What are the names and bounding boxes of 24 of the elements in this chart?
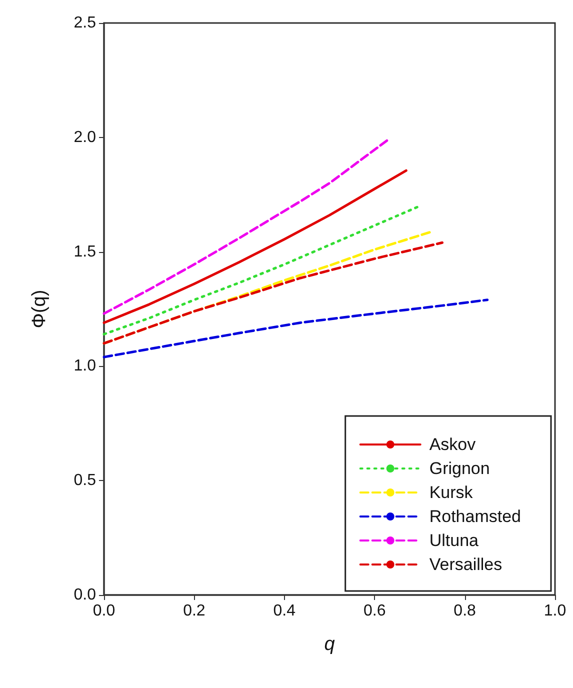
y-tick-label: 0.5 [74, 472, 96, 490]
legend-label: Rothamsted [429, 507, 522, 526]
x-tick-label: 0.0 [92, 602, 116, 620]
legend-label: Ultuna [429, 531, 480, 550]
x-tick-label: 0.8 [454, 602, 476, 620]
y-tick-label: 2.0 [74, 128, 96, 146]
y-tick-label: 1.0 [74, 358, 96, 375]
y-axis-title: Φ(q) [29, 290, 50, 328]
line-series [102, 298, 489, 358]
y-tick-label: 2.5 [74, 14, 96, 32]
line-series [102, 204, 421, 336]
line-series [102, 138, 390, 315]
x-tick-label: 1.0 [544, 602, 566, 620]
x-tick-label: 0.6 [363, 602, 386, 620]
legend-label: Versailles [429, 555, 502, 574]
x-axis-title: q [324, 634, 336, 655]
legend-label: Askov [429, 435, 476, 454]
x-tick-label: 0.4 [273, 602, 296, 620]
x-tick-label: 0.2 [183, 602, 206, 620]
y-tick-label: 0.0 [74, 586, 96, 604]
legend-label: Grignon [429, 459, 490, 478]
legend-label: Kursk [429, 483, 474, 502]
y-tick-label: 1.5 [74, 243, 96, 260]
line-series [102, 169, 408, 324]
